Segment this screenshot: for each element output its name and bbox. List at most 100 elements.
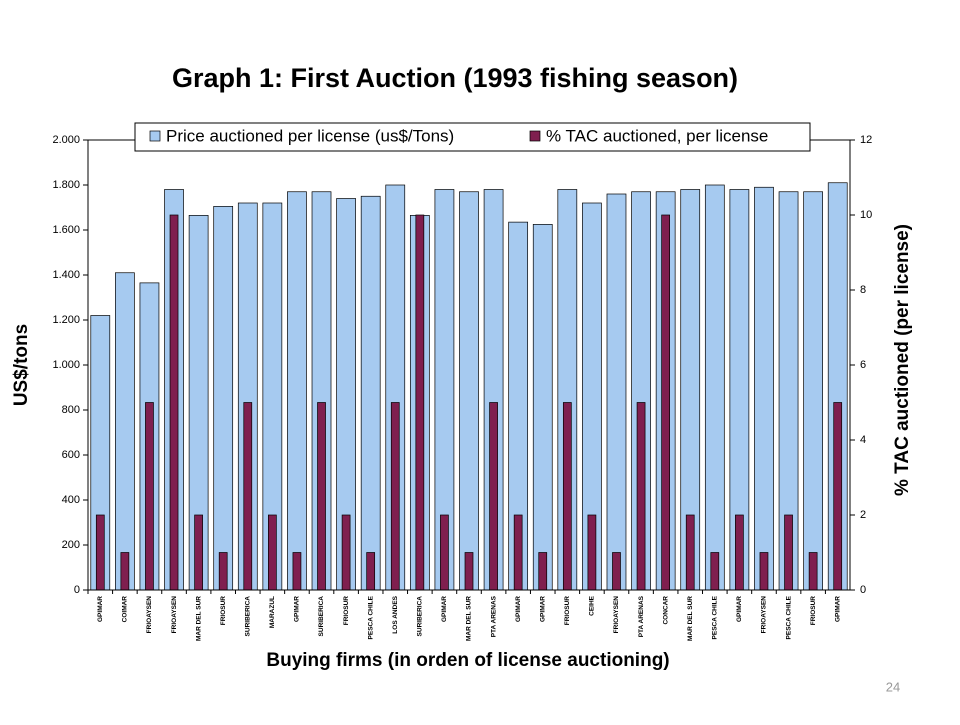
- y-tick-label: 1.800: [52, 179, 80, 191]
- y-tick-label: 400: [62, 494, 80, 506]
- x-tick-label: SURIBERICA: [318, 596, 325, 637]
- y-tick-label: 1.600: [52, 224, 80, 236]
- x-tick-label: GPIMAR: [834, 596, 841, 622]
- x-tick-label: CEIHE: [589, 595, 596, 616]
- x-tick-label: MAR DEL SUR: [466, 596, 473, 641]
- x-tick-label: PESCA CHILE: [712, 595, 719, 639]
- x-tick-label: MARAZUL: [269, 596, 276, 628]
- y2-tick-label: 10: [860, 209, 872, 221]
- y-tick-label: 600: [62, 449, 80, 461]
- x-tick-label: FRIOSUR: [564, 596, 571, 626]
- tac-bar: [489, 402, 498, 591]
- y2-tick-label: 2: [860, 509, 866, 521]
- price-bar: [606, 193, 627, 591]
- legend-swatch: [529, 130, 541, 142]
- x-tick-label: GPIMAR: [441, 596, 448, 622]
- price-bar: [532, 224, 553, 591]
- y-tick-label: 0: [74, 584, 80, 596]
- x-tick-label: SURIBERICA: [417, 596, 424, 637]
- tac-bar: [120, 552, 130, 591]
- tac-bar: [808, 552, 818, 591]
- tac-bar: [243, 402, 253, 591]
- tac-bar: [513, 514, 523, 591]
- x-tick-label: FRIOAYSEN: [761, 596, 768, 634]
- price-bar: [754, 186, 774, 591]
- tac-bar: [194, 514, 203, 591]
- y-tick-label: 800: [62, 404, 80, 416]
- y2-tick-label: 6: [860, 359, 866, 371]
- tac-bar: [538, 552, 548, 591]
- x-tick-label: GPIMAR: [736, 596, 743, 622]
- price-bar: [459, 191, 479, 591]
- x-tick-label: MAR DEL SUR: [687, 596, 694, 641]
- y2-tick-label: 0: [860, 584, 866, 596]
- price-bar: [360, 195, 381, 591]
- x-tick-label: FRIOSUR: [220, 596, 227, 626]
- tac-bar: [95, 514, 105, 591]
- x-tick-label: PTA ARENAS: [490, 595, 497, 637]
- tac-bar: [169, 214, 179, 591]
- y2-tick-label: 4: [860, 434, 866, 446]
- y-axis-title: US$/tons: [11, 324, 32, 406]
- x-tick-label: CONCAR: [662, 596, 669, 625]
- y-tick-label: 200: [62, 539, 80, 551]
- x-tick-label: FRIOAYSEN: [613, 596, 620, 634]
- tac-bar: [710, 552, 720, 591]
- tac-bar: [562, 402, 572, 591]
- tac-bar: [341, 514, 351, 591]
- price-bar: [115, 272, 135, 591]
- tac-bar: [366, 552, 376, 591]
- tac-bar: [218, 552, 228, 591]
- x-tick-label: PESCA CHILE: [367, 595, 374, 639]
- legend-box: [134, 122, 811, 152]
- y2-tick-label: 8: [860, 284, 866, 296]
- y-tick-label: 1.200: [52, 314, 80, 326]
- x-tick-label: LOS ANDES: [392, 595, 399, 633]
- x-tick-label: SURIBERICA: [244, 596, 251, 637]
- legend-label: Price auctioned per license (us$/Tons): [166, 126, 454, 145]
- tac-bar: [661, 214, 670, 591]
- y2-tick-label: 12: [860, 134, 872, 146]
- tac-bar: [735, 514, 744, 591]
- x-tick-label: COIMAR: [122, 596, 129, 623]
- x-tick-label: FRIOSUR: [343, 596, 350, 626]
- legend-swatch: [149, 130, 161, 142]
- y-tick-label: 1.000: [52, 359, 80, 371]
- tac-bar: [784, 514, 793, 591]
- y-tick-label: 2.000: [52, 134, 80, 146]
- x-tick-label: FRIOAYSEN: [146, 596, 153, 634]
- tac-bar: [587, 514, 597, 591]
- legend-label: % TAC auctioned, per license: [546, 126, 768, 145]
- tac-bar: [145, 402, 154, 591]
- y2-axis-title: % TAC auctioned (per license): [892, 224, 913, 496]
- tac-bar: [685, 514, 695, 591]
- tac-bar: [636, 402, 646, 591]
- tac-bar: [268, 514, 277, 591]
- x-tick-label: PESCA CHILE: [785, 595, 792, 639]
- tac-bar: [292, 552, 302, 591]
- tac-bar: [440, 514, 449, 591]
- x-axis-title: Buying firms (in orden of license auctio…: [266, 650, 669, 671]
- price-bar: [213, 206, 234, 591]
- tac-bar: [759, 552, 769, 591]
- tac-bar: [390, 402, 400, 591]
- tac-bar: [833, 402, 843, 591]
- x-tick-label: GPIMAR: [515, 596, 522, 622]
- tac-bar: [415, 214, 425, 591]
- page-number: 24: [886, 679, 900, 694]
- chart-title: Graph 1: First Auction (1993 fishing sea…: [172, 63, 738, 93]
- price-bar: [287, 191, 307, 591]
- price-bar: [803, 191, 823, 591]
- tac-bar: [317, 402, 326, 591]
- price-bar: [704, 184, 725, 591]
- x-tick-label: PTA ARENAS: [638, 595, 645, 637]
- tac-bar: [612, 552, 621, 591]
- y-tick-label: 1.400: [52, 269, 80, 281]
- x-tick-label: FRIOAYSEN: [171, 596, 178, 634]
- x-tick-label: GPIMAR: [97, 596, 104, 622]
- tac-bar: [464, 552, 474, 591]
- x-tick-label: GPIMAR: [539, 596, 546, 622]
- x-tick-label: MAR DEL SUR: [195, 596, 202, 641]
- x-tick-label: FRIOSUR: [810, 596, 817, 626]
